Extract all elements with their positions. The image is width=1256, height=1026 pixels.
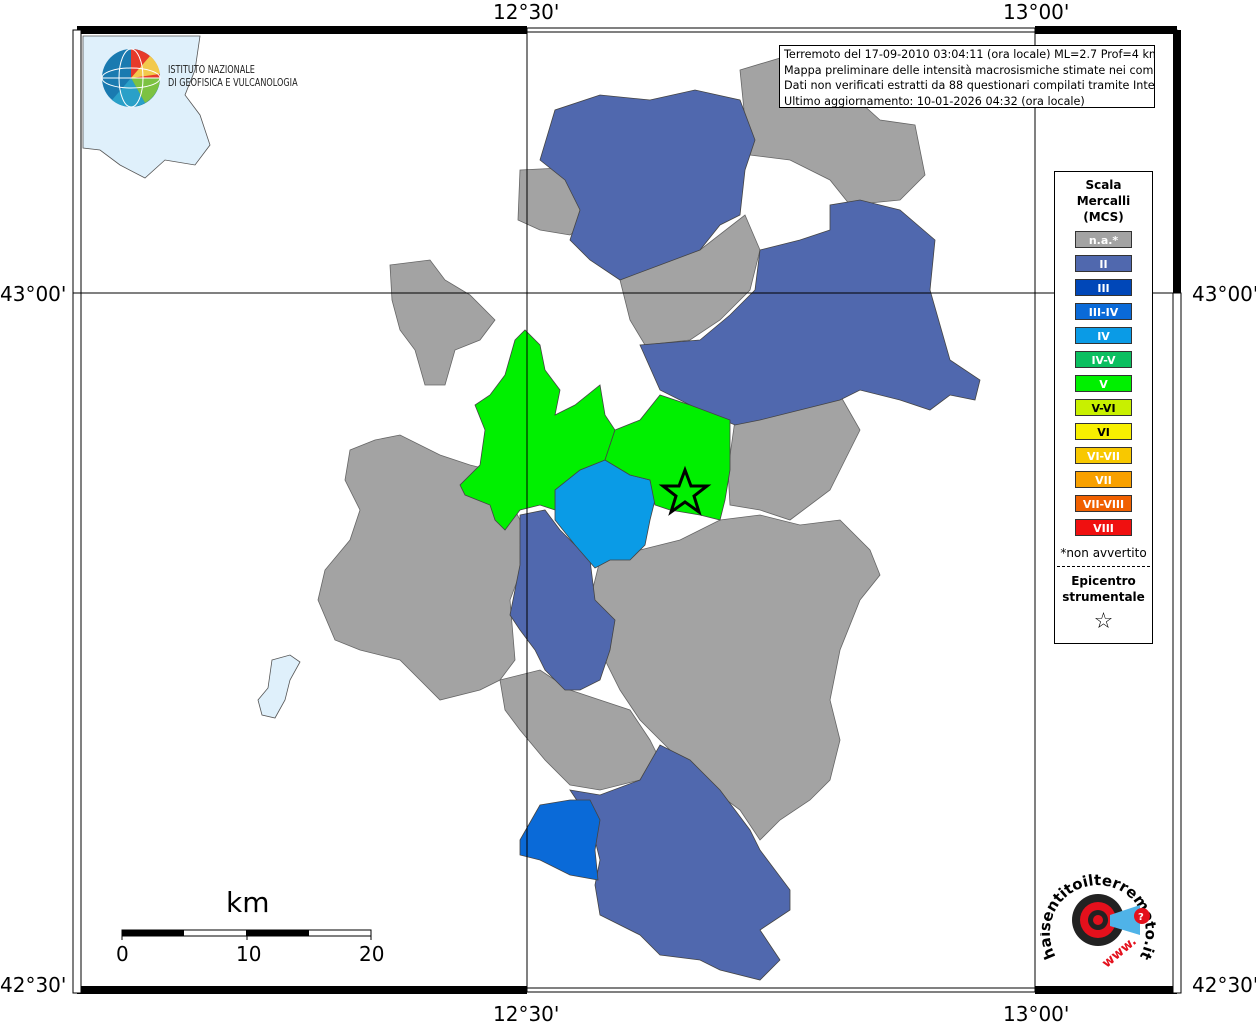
haisentito-logo-icon: haisentitoilterremoto.it ? www. [1040,871,1160,971]
lon-label-bottom-1300: 13°00' [1003,1002,1070,1026]
logo-line-2: DI GEOFISICA E VULCANOLOGIA [168,76,298,89]
scale-label-20: 20 [359,942,385,966]
comune-na-5 [317,434,526,701]
legend-swatch: VIII [1075,519,1132,536]
legend-epicenter-label: Epicentro strumentale [1055,573,1152,605]
legend-swatch: VI-VII [1075,447,1132,464]
comune-na-7 [589,514,881,841]
comune-na-4 [389,259,496,386]
logo-line-1: ISTITUTO NAZIONALE [168,63,255,76]
lat-label-left-4300: 43°00' [0,282,67,306]
legend-swatch: III-IV [1075,303,1132,320]
legend-swatch: IV-V [1075,351,1132,368]
legend-separator [1057,566,1150,567]
legend-star-icon: ☆ [1093,609,1114,634]
lon-label-top-1300: 13°00' [1003,0,1070,24]
legend-epicenter-2: strumentale [1062,590,1145,604]
info-line-1: Terremoto del 17-09-2010 03:04:11 (ora l… [784,48,1155,61]
scale-label-10: 10 [236,942,262,966]
legend-swatch: VII-VIII [1075,495,1132,512]
legend-swatch: III [1075,279,1132,296]
comune-II-north [539,89,756,281]
scale-bar [121,929,372,940]
lake [257,654,301,719]
legend-title-2: Mercalli [1076,194,1131,208]
legend-swatch: VII [1075,471,1132,488]
legend-title-3: (MCS) [1083,210,1124,224]
legend-swatches: n.a.* II III III-IV IV IV-V V V-VI VI VI-VII VII VI… [1055,231,1152,536]
epicenter-star [658,465,712,516]
lat-label-right-4230: 42°30' [1192,973,1256,997]
legend-swatch: V [1075,375,1132,392]
lon-label-top-1230: 12°30' [493,0,560,24]
legend-note: *non avvertito [1060,546,1147,560]
info-line-3: Dati non verificati estratti da 88 quest… [784,79,1155,92]
comune-V-east [604,394,731,521]
svg-text:?: ? [1138,912,1144,923]
ingv-logo-text: ISTITUTO NAZIONALE DI GEOFISICA E VULCAN… [168,63,298,89]
comune-III-IV [519,799,601,881]
info-line-4: Ultimo aggiornamento: 10-01-2026 04:32 (… [784,94,1085,108]
legend-title: Scala Mercalli (MCS) [1055,177,1152,225]
lat-label-left-4230: 42°30' [0,973,67,997]
legend-swatch: IV [1075,327,1132,344]
mcs-legend: Scala Mercalli (MCS) n.a.* II III III-IV IV I… [1054,171,1153,644]
scale-unit: km [226,886,270,919]
legend-swatch: VI [1075,423,1132,440]
event-info-box: Terremoto del 17-09-2010 03:04:11 (ora l… [779,45,1155,108]
legend-swatch: II [1075,255,1132,272]
comune-V-west [459,329,616,531]
lat-label-right-4300: 43°00' [1192,282,1256,306]
legend-swatch: n.a.* [1075,231,1132,248]
comune-II-east [639,199,981,426]
legend-swatch: V-VI [1075,399,1132,416]
ingv-logo-icon [101,48,161,108]
info-line-2: Mappa preliminare delle intensità macros… [784,63,1155,77]
lon-label-bottom-1230: 12°30' [493,1002,560,1026]
legend-epicenter-1: Epicentro [1071,574,1136,588]
legend-title-1: Scala [1085,178,1122,192]
comune-II-south [569,744,791,981]
scale-label-0: 0 [116,942,129,966]
